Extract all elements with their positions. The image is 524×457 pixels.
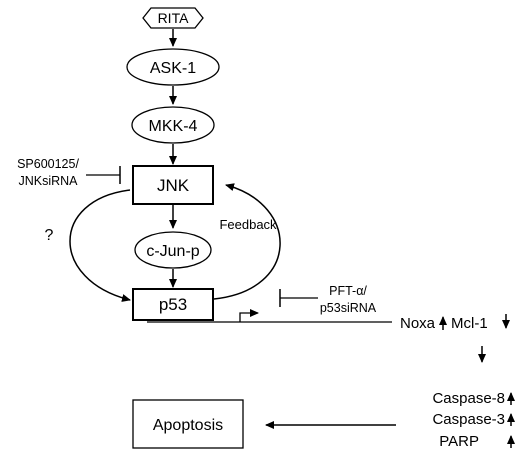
apoptosis-label: Apoptosis	[153, 417, 223, 434]
question-mark: ?	[45, 227, 54, 244]
apoptosis-node: Apoptosis	[132, 399, 244, 449]
rita-node: RITA	[142, 7, 204, 29]
ask1-label: ASK-1	[150, 60, 196, 77]
promoter-arrow	[239, 309, 259, 322]
p53-label: p53	[159, 295, 187, 314]
parp-label: PARP	[439, 433, 479, 450]
feedback-arrow	[213, 183, 281, 300]
p53-node: p53	[132, 288, 214, 321]
mkk4-node: MKK-4	[131, 106, 215, 144]
jnk-inhibitor: SP600125/ JNKsiRNA	[17, 157, 121, 188]
p53-inhibitor-line2: p53siRNA	[320, 301, 377, 315]
jnk-inhibitor-line1: SP600125/	[17, 157, 79, 171]
feedback-label: Feedback	[219, 217, 277, 232]
cjun-node: c-Jun-p	[134, 231, 212, 269]
cjun-label: c-Jun-p	[146, 243, 199, 260]
jnk-node: JNK	[132, 165, 214, 205]
ask1-node: ASK-1	[126, 48, 220, 86]
caspase3-label: Caspase-3	[432, 411, 505, 428]
mkk4-label: MKK-4	[149, 118, 198, 135]
rita-label: RITA	[158, 10, 190, 26]
noxa-label: Noxa	[400, 315, 436, 332]
jnk-inhibitor-line2: JNKsiRNA	[18, 174, 78, 188]
p53-inhibitor: PFT-α/ p53siRNA	[279, 284, 377, 315]
p53-inhibitor-line1: PFT-α/	[329, 284, 367, 298]
mcl1-label: Mcl-1	[451, 315, 488, 332]
arrow-jnk-p53-indirect	[69, 189, 131, 302]
jnk-label: JNK	[157, 176, 190, 195]
caspase8-label: Caspase-8	[432, 390, 505, 407]
